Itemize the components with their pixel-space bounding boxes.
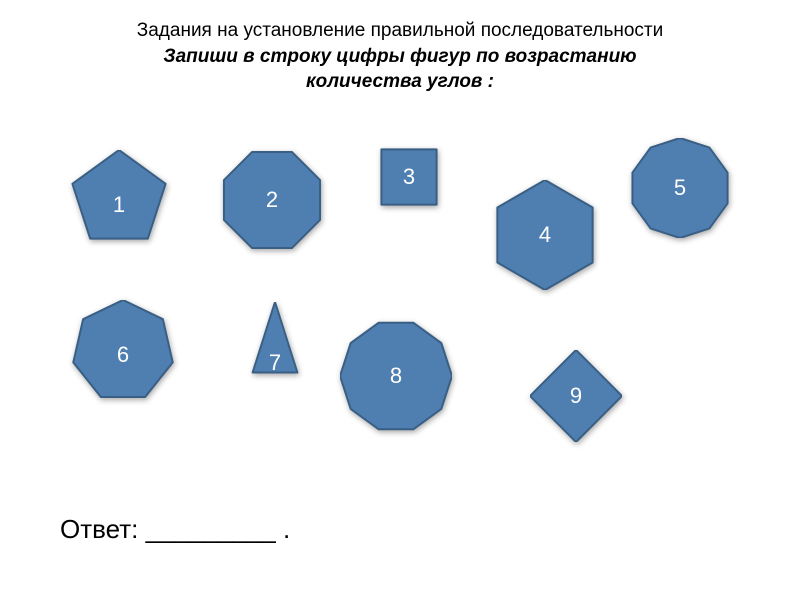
shape-7: 7	[228, 302, 322, 396]
polygon-10-icon	[340, 320, 452, 432]
polygon-4-icon	[370, 138, 448, 216]
task-title: Задания на установление правильной после…	[0, 18, 800, 95]
answer-blank: _________	[146, 514, 276, 544]
shape-6: 6	[72, 300, 174, 402]
polygon-3-icon	[228, 302, 322, 396]
shape-5: 5	[630, 138, 730, 238]
title-line-3: количества углов :	[0, 69, 800, 95]
shape-3: 3	[370, 138, 448, 216]
shape-4: 4	[490, 180, 600, 290]
shape-9: 9	[530, 350, 622, 442]
shape-1: 1	[70, 150, 168, 248]
title-line-2: Запиши в строку цифры фигур по возрастан…	[0, 44, 800, 70]
shape-8: 8	[340, 320, 452, 432]
polygon-10-icon	[630, 138, 730, 238]
polygon-5-icon	[70, 150, 168, 248]
shape-2: 2	[220, 148, 324, 252]
stage: Задания на установление правильной после…	[0, 0, 800, 600]
polygon-7-icon	[72, 300, 174, 402]
answer-line: Ответ: _________ .	[60, 514, 290, 545]
title-line-1: Задания на установление правильной после…	[0, 18, 800, 44]
answer-prefix: Ответ:	[60, 514, 146, 544]
polygon-4-icon	[530, 350, 622, 442]
polygon-6-icon	[490, 180, 600, 290]
polygon-8-icon	[220, 148, 324, 252]
answer-suffix: .	[276, 514, 290, 544]
